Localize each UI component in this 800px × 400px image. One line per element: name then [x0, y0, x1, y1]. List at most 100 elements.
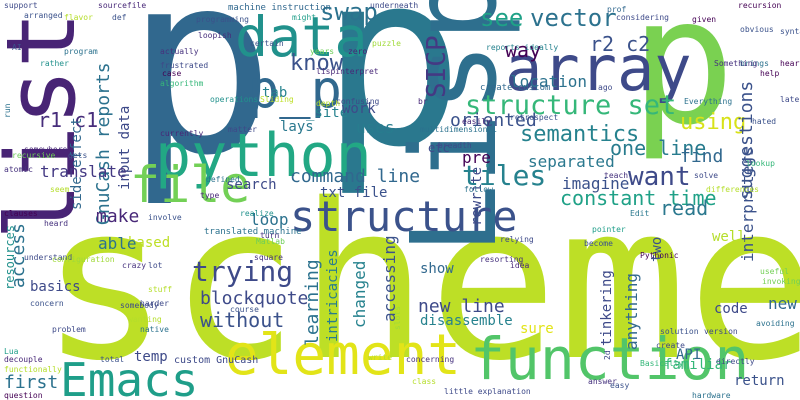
word: operations	[210, 95, 259, 104]
word: hardware	[692, 391, 731, 400]
word: Basically	[640, 359, 684, 368]
word: heart	[780, 59, 800, 68]
word: course	[230, 305, 259, 314]
word: currently	[160, 129, 204, 138]
word: etc	[428, 141, 450, 155]
word: disassemble	[420, 313, 513, 329]
word-way: way	[505, 38, 542, 62]
word-vector: vector	[530, 4, 617, 32]
word: basics	[30, 279, 81, 295]
word: resorting	[480, 255, 524, 264]
word: loopish	[198, 31, 232, 40]
word: solve	[694, 171, 719, 180]
word: run	[3, 103, 12, 118]
word-blockquote: blockquote	[200, 288, 309, 309]
word: confusing	[336, 97, 380, 106]
word: multidimensional	[420, 125, 498, 134]
word: crazy	[122, 261, 147, 270]
word-file: file	[130, 156, 251, 214]
word: create custom	[480, 83, 551, 93]
word: avoiding	[756, 319, 795, 328]
word: involve	[148, 213, 182, 222]
word: Matlab	[256, 237, 285, 246]
word: rather	[40, 59, 69, 68]
word: pointer	[592, 225, 626, 234]
word: intricacies	[325, 249, 341, 342]
word-without: without	[200, 308, 285, 332]
word: Something	[714, 59, 758, 68]
word: able	[98, 234, 137, 253]
word: atomic	[4, 165, 33, 174]
word-see: see	[480, 4, 524, 32]
word: machine instruction	[228, 3, 331, 13]
word: might	[292, 13, 317, 22]
word-trying: trying	[192, 255, 294, 288]
word-using: using	[680, 110, 747, 135]
word: txt file	[320, 185, 388, 201]
word: easy	[610, 381, 630, 390]
word: imagine	[562, 174, 630, 193]
word: become	[584, 239, 613, 248]
word: frustrated	[160, 61, 209, 70]
word-command-line: command line	[290, 166, 421, 187]
word-one-line: one line	[610, 136, 707, 160]
word: search	[226, 177, 277, 193]
word: decouple	[4, 355, 43, 364]
word: well	[712, 229, 746, 245]
word-array: array	[505, 32, 692, 105]
word-scheme: scheme	[40, 157, 800, 400]
word: loop	[250, 210, 289, 229]
word: actually	[160, 47, 199, 56]
word: teach	[604, 171, 629, 180]
word: defined	[206, 175, 240, 184]
word: tinkering	[599, 270, 615, 346]
word: write	[368, 353, 393, 362]
word: program	[64, 47, 98, 56]
word: solution	[660, 327, 699, 336]
word-tiles: tiles	[462, 159, 547, 192]
word: lays	[280, 119, 314, 135]
word-r2-c2: r2 c2	[590, 32, 651, 56]
word: translated machine	[204, 227, 302, 237]
word: def	[112, 13, 127, 22]
word-semantics: semantics	[520, 122, 640, 147]
word: somebody	[120, 301, 159, 310]
word: puzzle	[372, 39, 401, 48]
word: retrospect	[510, 113, 559, 122]
word: oriented	[450, 110, 537, 131]
word: given	[692, 15, 717, 24]
word: anything	[622, 272, 641, 350]
word: harder	[140, 299, 169, 308]
word: understand	[24, 253, 73, 262]
word: relying	[500, 235, 534, 244]
word: slots	[393, 305, 402, 330]
word: case	[162, 69, 182, 78]
word: Pythonic	[640, 251, 679, 260]
word-want: want	[628, 162, 691, 192]
word-emacs: Emacs	[60, 353, 199, 400]
word: zero	[348, 47, 368, 56]
word: based	[128, 235, 171, 251]
word: invoking	[762, 277, 800, 286]
word-structure-set: structure set	[465, 90, 677, 121]
word: temp	[134, 349, 168, 365]
word: pre	[462, 148, 491, 167]
word: idea	[510, 261, 530, 270]
word: native	[140, 325, 169, 334]
word: show	[420, 261, 454, 277]
word: return	[734, 373, 785, 389]
word-read: read	[660, 196, 709, 220]
word: syntax	[780, 27, 800, 36]
word: years	[310, 47, 335, 56]
word: directly	[716, 357, 755, 366]
word-swap: swap	[320, 0, 378, 26]
word: sure	[520, 321, 554, 337]
word: lot	[148, 261, 163, 270]
word: work	[342, 101, 376, 117]
word: brings	[740, 59, 769, 68]
word-know: know	[290, 51, 343, 76]
word: _site	[306, 105, 349, 121]
word: lookup	[746, 159, 775, 168]
word: stuff	[148, 285, 173, 294]
